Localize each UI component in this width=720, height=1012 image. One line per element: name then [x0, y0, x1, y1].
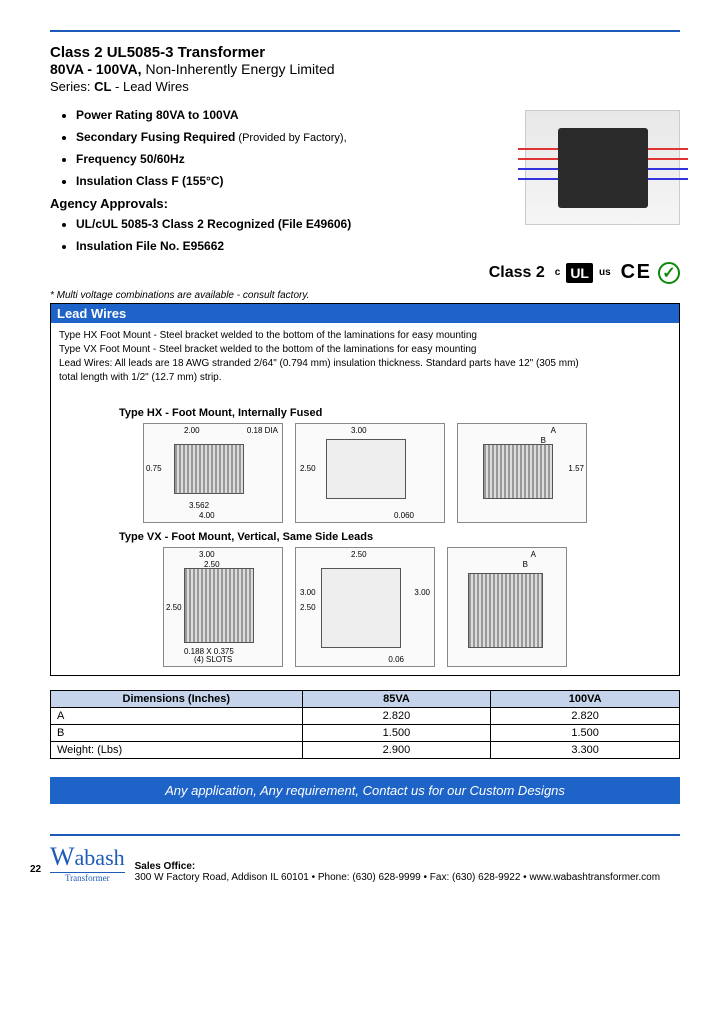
vx-title: Type VX - Foot Mount, Vertical, Same Sid…	[59, 531, 671, 543]
vx-drawing-2: 2.50 3.00 2.50 3.00 0.06	[295, 547, 435, 667]
title-block: Class 2 UL5085-3 Transformer 80VA - 100V…	[50, 44, 680, 94]
col-header: 100VA	[491, 691, 680, 708]
box-line: total length with 1/2" (12.7 mm) strip.	[59, 371, 671, 384]
title-line3: Series: CL - Lead Wires	[50, 79, 680, 94]
page-number: 22	[30, 864, 41, 875]
vx-drawing-3: A B	[447, 547, 567, 667]
dimensions-table: Dimensions (Inches) 85VA 100VA A 2.820 2…	[50, 690, 680, 759]
title-line1: Class 2 UL5085-3 Transformer	[50, 44, 680, 61]
class2-label: Class 2	[489, 264, 545, 282]
multi-voltage-note: * Multi voltage combinations are availab…	[50, 290, 680, 301]
box-body: Type HX Foot Mount - Steel bracket welde…	[51, 323, 679, 391]
hx-title: Type HX - Foot Mount, Internally Fused	[59, 407, 671, 419]
footer-address: Sales Office: 300 W Factory Road, Addiso…	[135, 861, 660, 883]
hx-drawing-1: 2.00 0.18 DIA 0.75 3.562 4.00	[143, 423, 283, 523]
table-row: Weight: (Lbs) 2.900 3.300	[51, 742, 680, 759]
certification-row: Class 2 c UL us C E ✓	[50, 261, 680, 284]
title-line2: 80VA - 100VA, Non-Inherently Energy Limi…	[50, 61, 680, 77]
drawing-section: Type HX - Foot Mount, Internally Fused 2…	[51, 391, 679, 675]
list-item: Insulation File No. E95662	[76, 239, 680, 253]
box-header: Lead Wires	[51, 304, 679, 323]
vx-row: 3.00 2.50 2.50 0.188 X 0.375 (4) SLOTS 2…	[59, 547, 671, 667]
box-line: Type HX Foot Mount - Steel bracket welde…	[59, 329, 671, 342]
table-row: Dimensions (Inches) 85VA 100VA	[51, 691, 680, 708]
contact-banner: Any application, Any requirement, Contac…	[50, 777, 680, 804]
lead-wires-box: Lead Wires Type HX Foot Mount - Steel br…	[50, 303, 680, 676]
box-line: Type VX Foot Mount - Steel bracket welde…	[59, 343, 671, 356]
col-header: Dimensions (Inches)	[51, 691, 303, 708]
table-row: B 1.500 1.500	[51, 725, 680, 742]
ul-cert-icon: c UL us	[555, 263, 611, 283]
box-line: Lead Wires: All leads are 18 AWG strande…	[59, 357, 671, 370]
table-row: A 2.820 2.820	[51, 708, 680, 725]
footer: Wabash Transformer Sales Office: 300 W F…	[50, 834, 680, 883]
ce-cert-icon: C E	[621, 261, 648, 284]
vx-drawing-1: 3.00 2.50 2.50 0.188 X 0.375 (4) SLOTS	[163, 547, 283, 667]
wabash-logo: Wabash Transformer	[50, 842, 125, 883]
hx-drawing-2: 3.00 2.50 0.060	[295, 423, 445, 523]
hx-drawing-3: A B 1.57	[457, 423, 587, 523]
hx-row: 2.00 0.18 DIA 0.75 3.562 4.00 3.00 2.50 …	[59, 423, 671, 523]
product-photo	[525, 110, 680, 225]
check-icon: ✓	[658, 262, 680, 284]
col-header: 85VA	[302, 691, 491, 708]
top-rule	[50, 30, 680, 32]
